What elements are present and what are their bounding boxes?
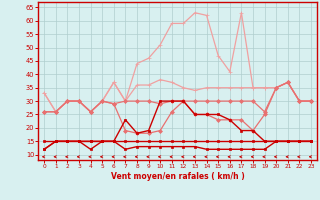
X-axis label: Vent moyen/en rafales ( km/h ): Vent moyen/en rafales ( km/h ) [111,172,244,181]
